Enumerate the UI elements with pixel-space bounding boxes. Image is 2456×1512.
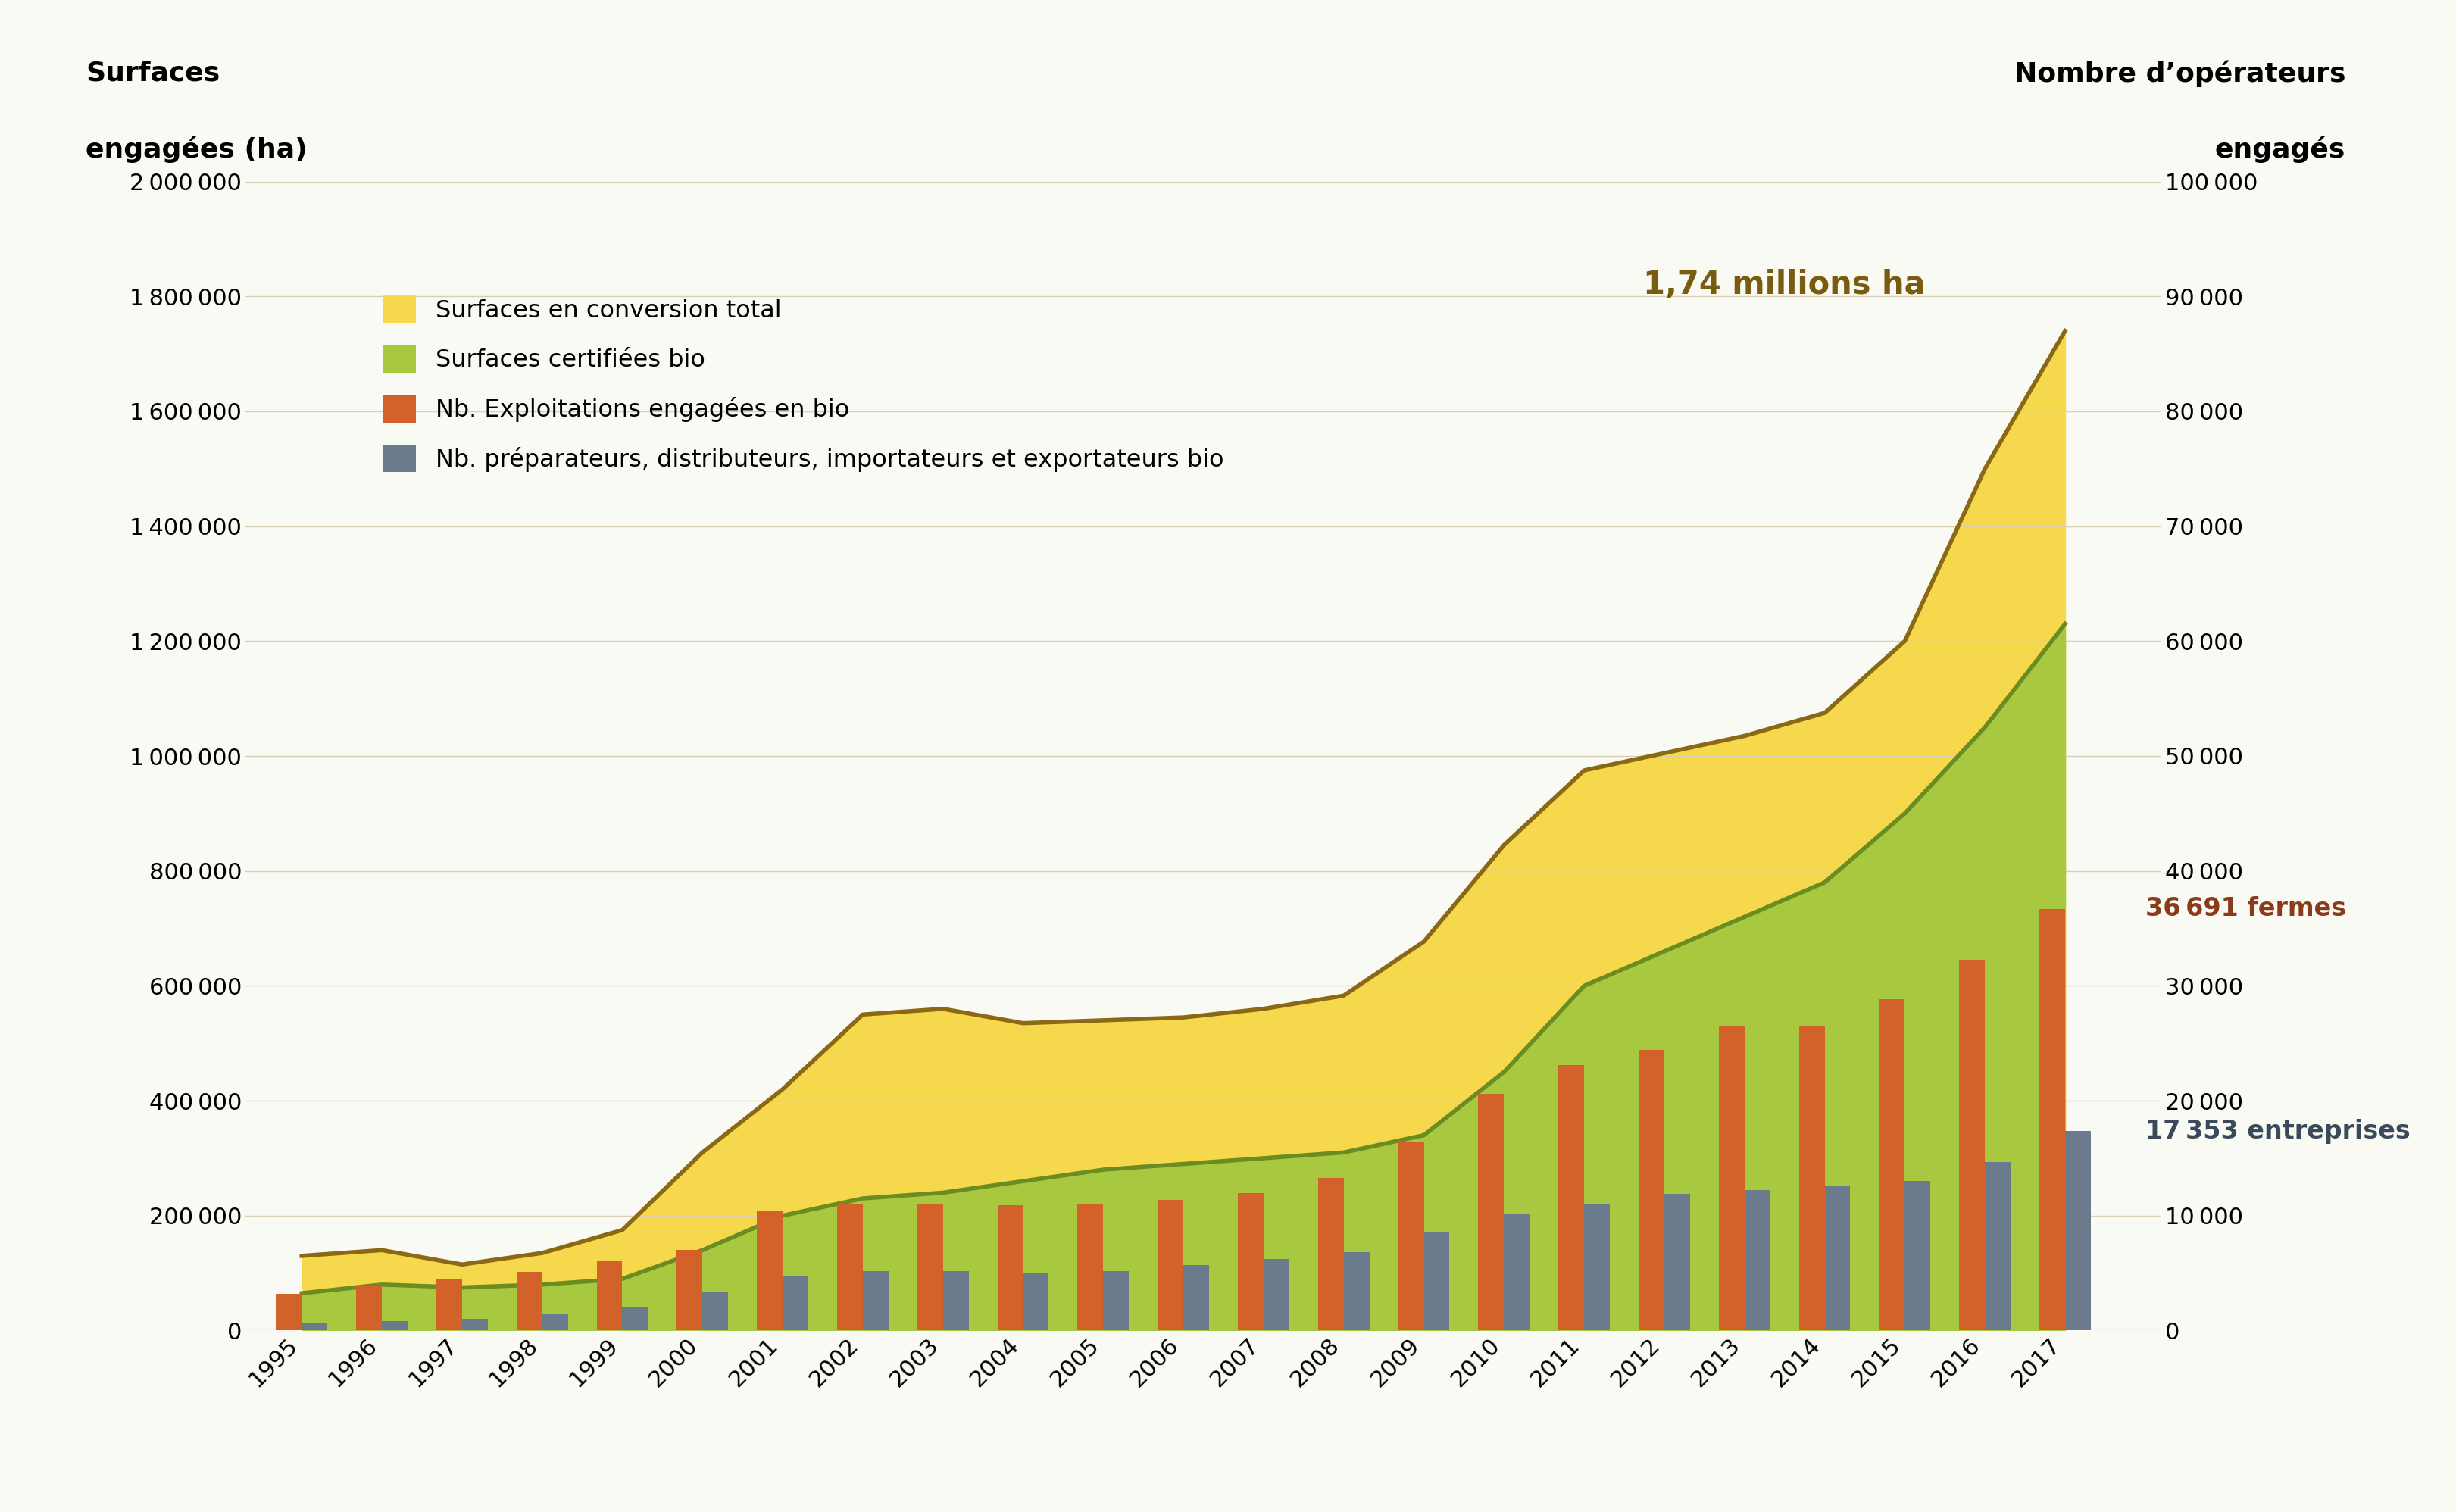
- Bar: [943, 1270, 968, 1331]
- Bar: [462, 1318, 489, 1331]
- Text: engagés: engagés: [2215, 136, 2345, 163]
- Bar: [1638, 1049, 1665, 1331]
- Text: Nombre d’opérateurs: Nombre d’opérateurs: [2014, 60, 2345, 88]
- Bar: [1238, 1193, 1262, 1331]
- Bar: [302, 1323, 327, 1331]
- Bar: [1879, 999, 1906, 1331]
- Bar: [275, 1294, 302, 1331]
- Bar: [1798, 1027, 1825, 1331]
- Bar: [1319, 1178, 1343, 1331]
- Bar: [678, 1250, 702, 1331]
- Bar: [597, 1261, 621, 1331]
- Bar: [1665, 1194, 1690, 1331]
- Bar: [1343, 1252, 1370, 1331]
- Bar: [1262, 1259, 1289, 1331]
- Bar: [862, 1270, 889, 1331]
- Bar: [1584, 1204, 1609, 1331]
- Bar: [997, 1205, 1024, 1331]
- Text: 36 691 fermes: 36 691 fermes: [2144, 897, 2345, 921]
- Text: 1,74 millions ha: 1,74 millions ha: [1643, 269, 1926, 301]
- Bar: [1719, 1027, 1744, 1331]
- Bar: [1503, 1213, 1530, 1331]
- Bar: [543, 1314, 567, 1331]
- Bar: [1078, 1204, 1103, 1331]
- Bar: [2038, 909, 2065, 1331]
- Bar: [516, 1272, 543, 1331]
- Bar: [437, 1279, 462, 1331]
- Bar: [1906, 1181, 1930, 1331]
- Bar: [916, 1204, 943, 1331]
- Bar: [756, 1211, 783, 1331]
- Bar: [1825, 1185, 1849, 1331]
- Bar: [1424, 1232, 1449, 1331]
- Bar: [1397, 1142, 1424, 1331]
- Text: Surfaces: Surfaces: [86, 60, 221, 86]
- Bar: [1103, 1270, 1130, 1331]
- Bar: [1560, 1064, 1584, 1331]
- Text: 17 353 entreprises: 17 353 entreprises: [2144, 1119, 2409, 1143]
- Bar: [356, 1285, 381, 1331]
- Bar: [1157, 1199, 1184, 1331]
- Bar: [1984, 1161, 2011, 1331]
- Bar: [2065, 1131, 2090, 1331]
- Bar: [621, 1306, 648, 1331]
- Bar: [1744, 1190, 1771, 1331]
- Bar: [1024, 1273, 1049, 1331]
- Text: engagées (ha): engagées (ha): [86, 136, 307, 163]
- Bar: [837, 1204, 862, 1331]
- Bar: [1960, 960, 1984, 1331]
- Bar: [1184, 1266, 1208, 1331]
- Bar: [783, 1276, 808, 1331]
- Bar: [702, 1293, 727, 1331]
- Bar: [1479, 1093, 1503, 1331]
- Legend: Surfaces en conversion total, Surfaces certifiées bio, Nb. Exploitations engagée: Surfaces en conversion total, Surfaces c…: [373, 286, 1233, 482]
- Bar: [381, 1321, 408, 1331]
